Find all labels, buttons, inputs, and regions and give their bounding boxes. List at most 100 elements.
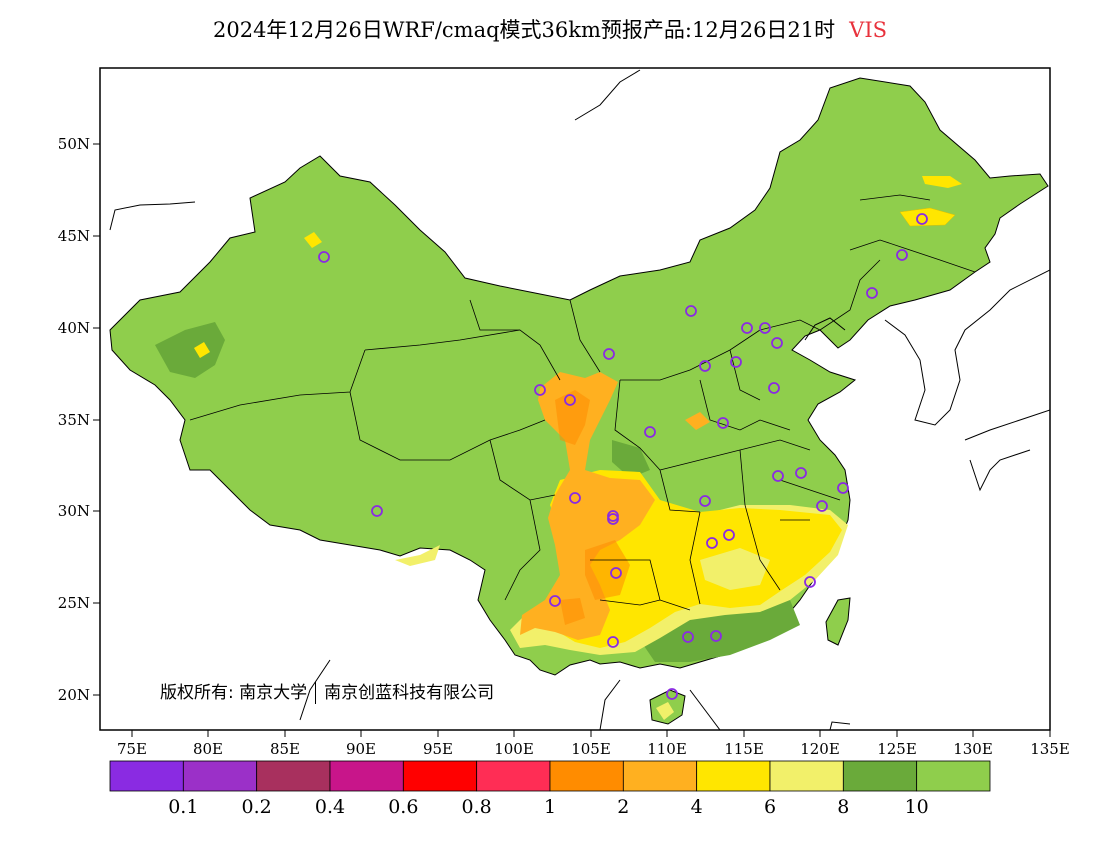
station-marker-icon <box>610 567 622 579</box>
colorbar-swatch <box>842 760 918 792</box>
station-marker-icon <box>759 322 771 334</box>
station-marker-icon <box>916 213 928 225</box>
lat-tick-50: 50N <box>58 135 90 153</box>
colorbar-swatch <box>109 760 184 792</box>
dark-green-sichuan <box>612 440 650 478</box>
station-marker-icon <box>371 505 383 517</box>
lon-tick-130: 130E <box>953 740 993 758</box>
yellow-xinjiang-2 <box>194 342 210 358</box>
station-marker-icon <box>682 631 694 643</box>
lat-tick-20: 20N <box>58 686 90 704</box>
station-marker-icon <box>318 251 330 263</box>
station-marker-icon <box>741 322 753 334</box>
taiwan-island <box>825 597 851 646</box>
station-marker-icon <box>564 394 576 406</box>
station-marker-icon <box>666 688 678 700</box>
dark-green-tarim <box>155 322 225 378</box>
station-marker-icon <box>699 495 711 507</box>
station-marker-icon <box>723 529 735 541</box>
province-boundaries <box>189 194 976 611</box>
station-marker-icon <box>804 576 816 588</box>
map-layer <box>100 68 1050 730</box>
lon-tick-105: 105E <box>571 740 611 758</box>
station-marker-icon <box>607 510 619 522</box>
colorbar-label: 1 <box>544 796 556 818</box>
station-marker-icon <box>837 482 849 494</box>
orange-core <box>555 390 630 625</box>
station-marker-icon <box>603 348 615 360</box>
station-marker-icon <box>795 467 807 479</box>
station-marker-icon <box>717 417 729 429</box>
lon-tick-125: 125E <box>877 740 917 758</box>
colorbar-swatch <box>696 760 771 792</box>
colorbar-label: 2 <box>617 796 629 818</box>
colorbar-swatch <box>622 760 698 792</box>
colorbar-label: 10 <box>905 796 929 818</box>
lon-tick-120: 120E <box>800 740 840 758</box>
lat-tick-40: 40N <box>58 319 90 337</box>
station-marker-icon <box>772 470 784 482</box>
copyright-notice: 版权所有: 南京大学 南京创蓝科技有限公司 <box>160 678 494 704</box>
copyright-text: 版权所有: 南京大学 <box>160 683 308 703</box>
title-variable: VIS <box>849 18 888 42</box>
station-marker-icon <box>534 384 546 396</box>
chart-title: 2024年12月26日WRF/cmaq模式36km预报产品:12月26日21时 V… <box>0 14 1100 44</box>
title-main: 2024年12月26日WRF/cmaq模式36km预报产品:12月26日21时 <box>212 18 836 42</box>
colorbar-swatch <box>549 760 624 792</box>
colorbar <box>109 760 991 792</box>
lon-tick-75: 75E <box>117 740 147 758</box>
station-marker-icon <box>816 500 828 512</box>
station-marker-icon <box>706 537 718 549</box>
station-marker-icon <box>644 426 656 438</box>
lon-tick-80: 80E <box>193 740 223 758</box>
station-marker-icon <box>768 382 780 394</box>
lon-tick-115: 115E <box>724 740 764 758</box>
station-marker-icon <box>607 636 619 648</box>
neighbor-coastlines <box>109 69 1050 730</box>
colorbar-labels: 0.1 0.2 0.4 0.6 0.8 1 2 4 6 8 10 <box>168 796 929 818</box>
station-marker-icon <box>866 287 878 299</box>
yellow-north <box>685 412 710 430</box>
station-marker-icon <box>771 337 783 349</box>
station-marker-icon <box>685 305 697 317</box>
lat-tick-30: 30N <box>58 502 90 520</box>
lat-tick-35: 35N <box>58 411 90 429</box>
copyright-divider <box>315 682 317 704</box>
station-markers <box>318 213 928 700</box>
station-marker-icon <box>730 356 742 368</box>
orange-light-central <box>520 372 655 640</box>
station-marker-icon <box>710 630 722 642</box>
colorbar-label: 0.2 <box>242 796 272 818</box>
station-marker-icon <box>569 492 581 504</box>
lat-axis: 50N 45N 40N 35N 30N 25N 20N <box>58 135 100 704</box>
yellow-xinjiang-1 <box>304 232 322 248</box>
lon-tick-100: 100E <box>494 740 534 758</box>
station-marker-icon <box>549 595 561 607</box>
lon-tick-90: 90E <box>346 740 376 758</box>
lon-tick-110: 110E <box>647 740 687 758</box>
lat-tick-45: 45N <box>58 227 90 245</box>
light-yellow-patches <box>700 548 770 590</box>
lon-axis: 75E 80E 85E 90E 95E 100E 105E 110E 115E … <box>117 730 1070 758</box>
colorbar-swatch <box>256 760 331 792</box>
colorbar-label: 0.4 <box>315 796 345 818</box>
station-marker-icon <box>896 249 908 261</box>
colorbar-swatch <box>402 760 478 792</box>
colorbar-label: 4 <box>691 796 703 818</box>
colorbar-label: 0.6 <box>388 796 418 818</box>
lon-tick-85: 85E <box>270 740 300 758</box>
colorbar-swatch <box>916 760 991 792</box>
map-border <box>99 67 1051 731</box>
colorbar-swatch <box>476 760 551 792</box>
lat-tick-25: 25N <box>58 594 90 612</box>
lon-tick-135: 135E <box>1030 740 1070 758</box>
colorbar-label: 0.1 <box>168 796 198 818</box>
colorbar-swatch <box>182 760 258 792</box>
colorbar-label: 6 <box>764 796 776 818</box>
colorbar-swatch <box>769 760 844 792</box>
lon-tick-95: 95E <box>423 740 453 758</box>
copyright-text-2: 南京创蓝科技有限公司 <box>324 683 495 703</box>
yellow-northeast-2 <box>922 176 962 188</box>
colorbar-label: 0.8 <box>462 796 492 818</box>
